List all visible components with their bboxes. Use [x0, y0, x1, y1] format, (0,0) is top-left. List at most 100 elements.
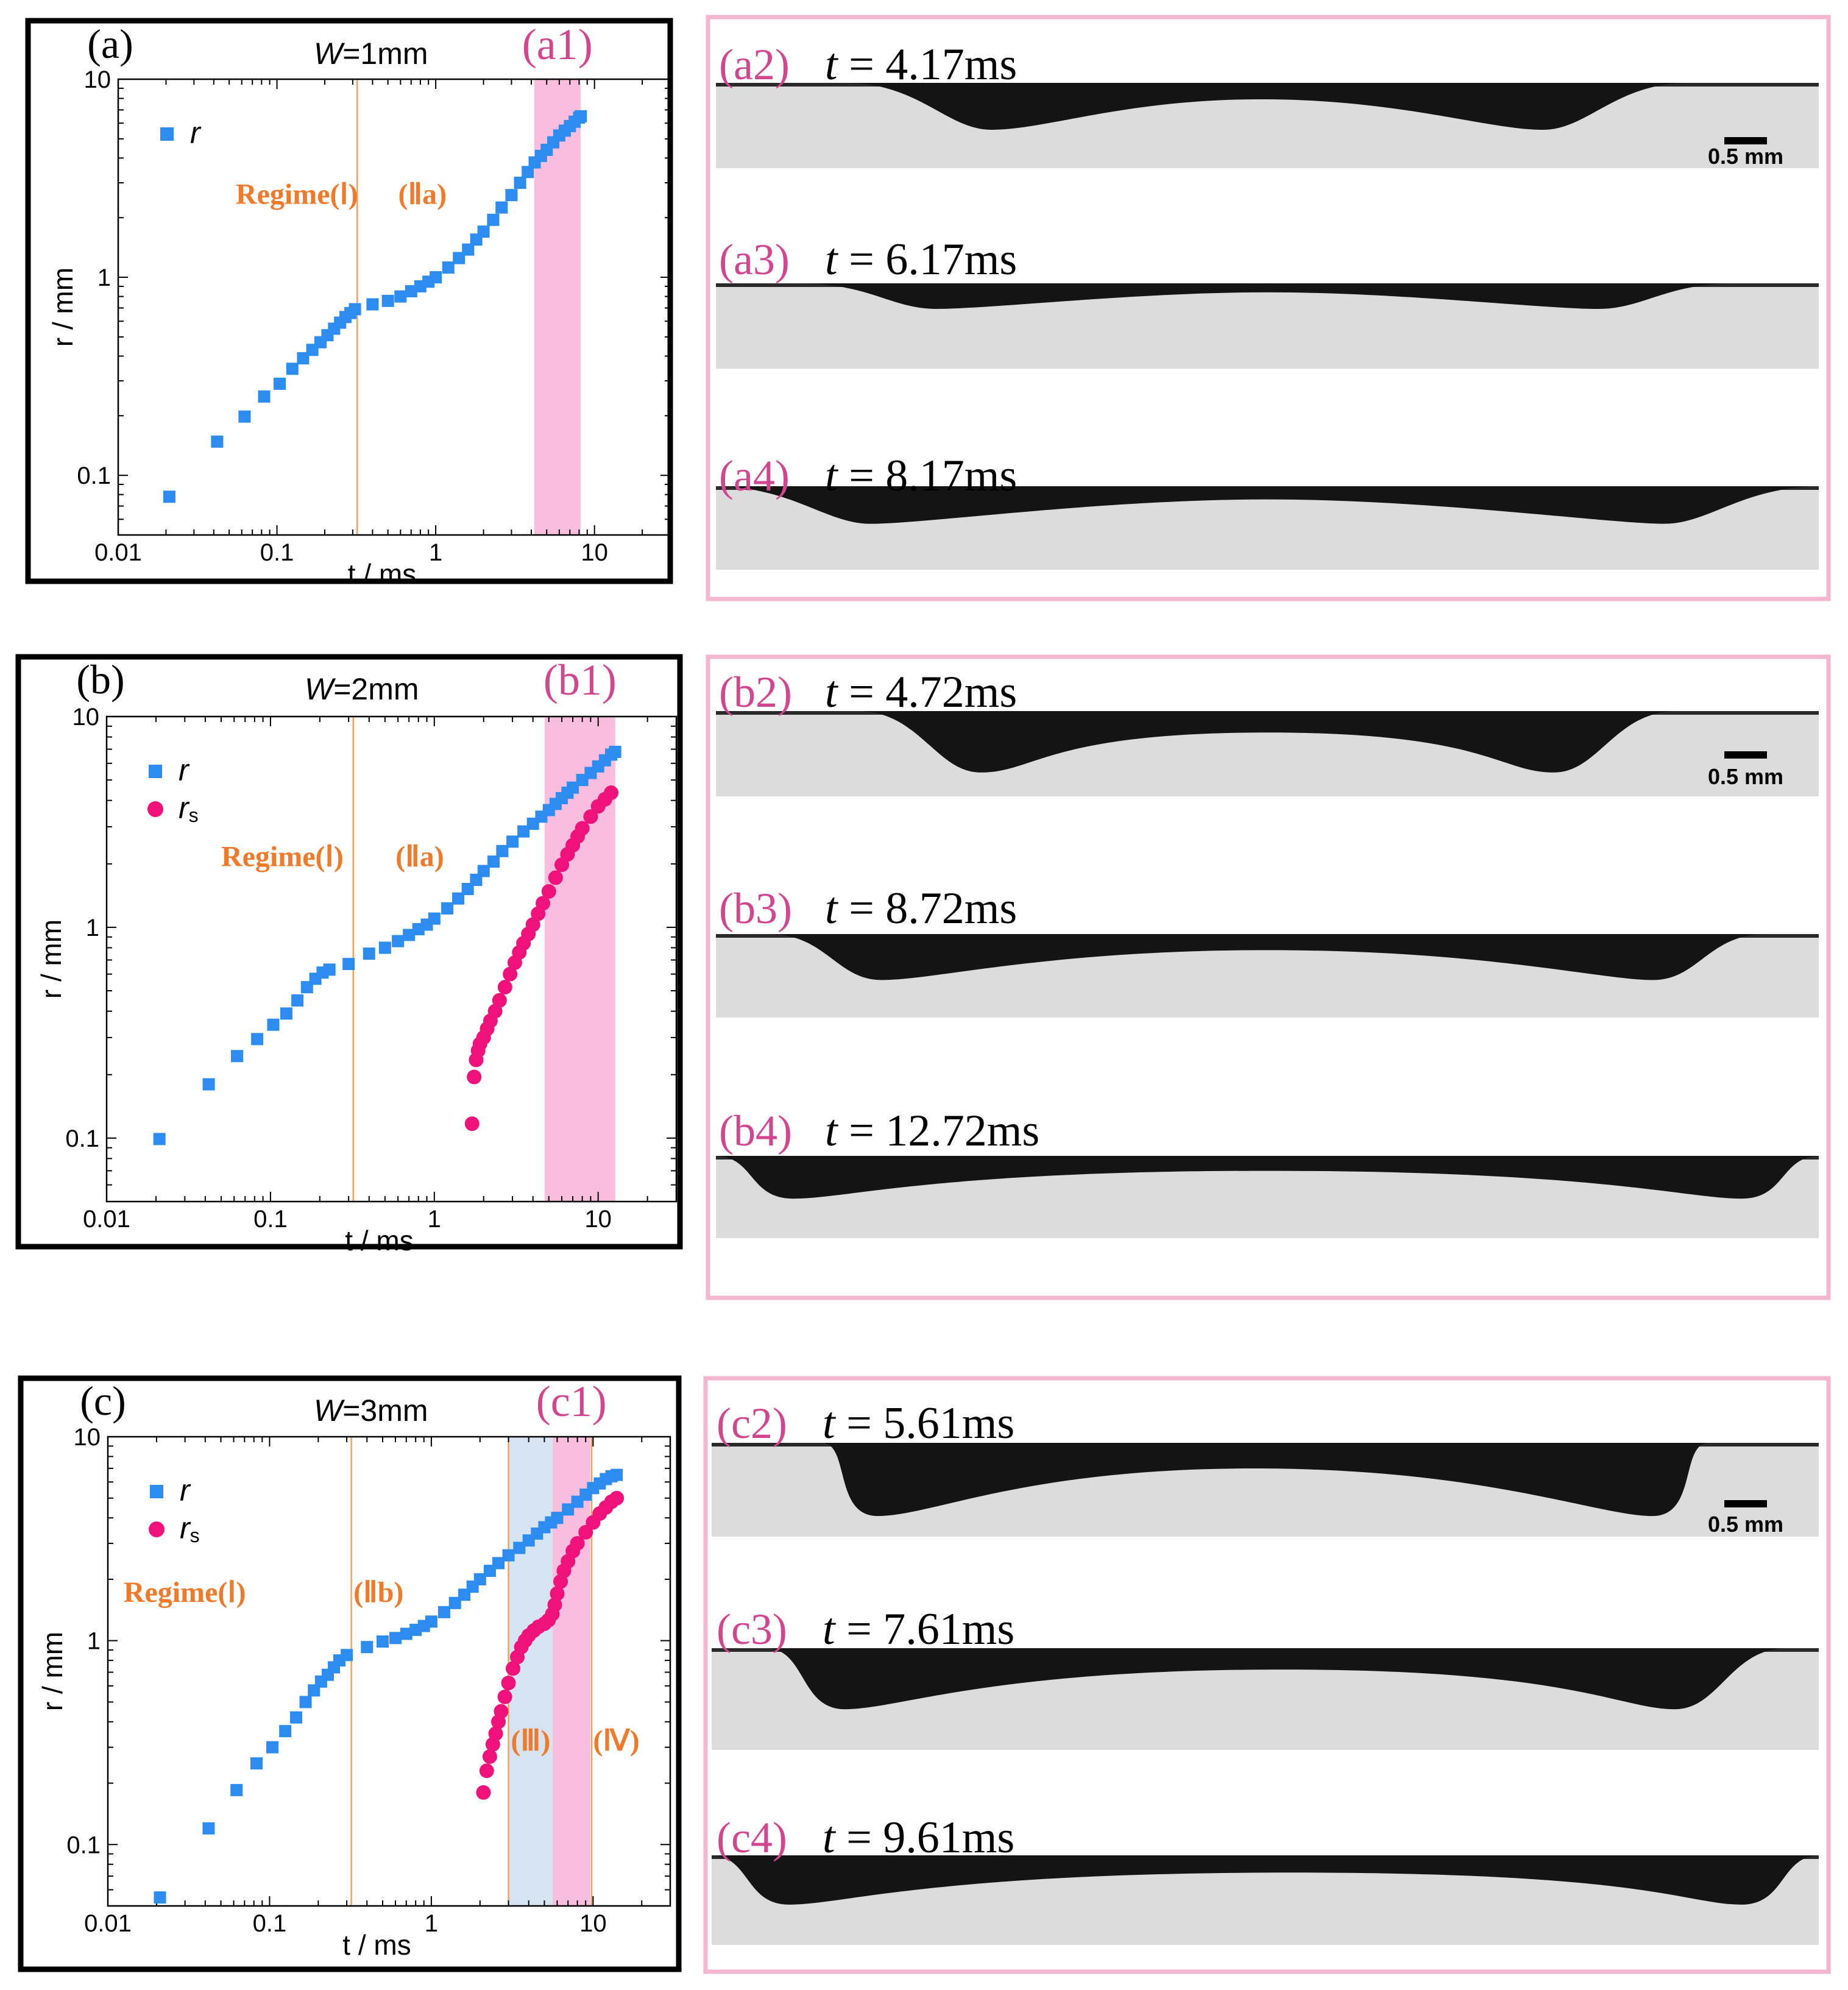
y-tick-label: 0.1	[65, 1125, 99, 1152]
x-tick-label: 0.01	[94, 539, 142, 566]
data-point-rs	[547, 1597, 562, 1612]
panel-label: (a)	[87, 21, 133, 67]
data-point-r	[405, 285, 417, 298]
time-variable: t	[823, 1398, 837, 1448]
data-point-r	[341, 1649, 353, 1662]
data-point-r	[575, 110, 587, 122]
data-point-r	[349, 303, 361, 316]
scale-bar	[1724, 1500, 1767, 1507]
data-point-r	[496, 845, 509, 857]
legend-marker-circle	[147, 801, 163, 817]
legend-marker-square	[160, 127, 174, 141]
data-point-r	[513, 1542, 526, 1554]
regime-label: Regime(Ⅰ)	[221, 841, 344, 873]
data-point-r	[202, 1822, 215, 1835]
photo-time-label: t = 8.72ms	[825, 883, 1017, 933]
photo-frame-label: (c3)	[717, 1605, 787, 1654]
data-point-r	[487, 213, 500, 226]
data-point-r	[448, 1596, 461, 1609]
regime-label: (Ⅱb)	[353, 1576, 403, 1609]
title-variable: W	[305, 672, 336, 706]
droplet-silhouette	[712, 1855, 1819, 1905]
photo-time-label: t = 9.61ms	[823, 1813, 1014, 1863]
time-variable: t	[825, 1106, 839, 1156]
chart-panel-b: 0.01 0.1 1 10 0.1 1 10 t / ms r / mm (b) W=2mm (b1)…	[15, 654, 683, 1256]
plot-axes-box	[105, 715, 678, 1203]
data-point-r	[381, 294, 394, 307]
legend-label: r	[180, 1473, 191, 1507]
y-tick-label: 1	[97, 264, 111, 291]
photo-time-label: t = 4.72ms	[825, 667, 1017, 717]
data-point-rs	[497, 980, 512, 995]
x-tick-label: 10	[579, 1910, 607, 1937]
data-point-r	[251, 1033, 264, 1046]
chart-panel-c: 0.01 0.1 1 10 0.1 1 10 t / ms r / mm (c) W=3mm (c1)…	[18, 1375, 682, 1972]
data-point-r	[502, 1549, 515, 1562]
panel-label: (c)	[80, 1378, 126, 1424]
data-point-r	[611, 1468, 623, 1481]
data-point-r	[291, 994, 304, 1007]
regime-label: (Ⅲ)	[511, 1725, 550, 1757]
regime-label: (Ⅳ)	[593, 1725, 639, 1757]
data-point-r	[430, 271, 442, 284]
legend-label: rs	[180, 1511, 200, 1546]
legend-name: r	[179, 753, 190, 787]
legend-label: r	[190, 116, 202, 150]
band-label: (b1)	[543, 656, 617, 704]
data-point-rs	[525, 917, 540, 932]
legend: r	[160, 116, 202, 150]
data-point-r	[487, 855, 500, 868]
data-point-r	[452, 892, 465, 905]
data-point-r	[441, 902, 454, 915]
photo-frame-label: (a4)	[719, 451, 790, 500]
photo-time-label: t = 6.17ms	[825, 235, 1017, 285]
y-tick-label: 0.1	[66, 1832, 101, 1858]
data-point-r	[280, 1007, 292, 1020]
regime-label: (Ⅱa)	[395, 841, 444, 873]
title-variable: W	[314, 1393, 345, 1428]
series-r	[154, 1468, 623, 1904]
legend-label: r	[179, 753, 190, 787]
data-point-r	[323, 963, 336, 976]
droplet-silhouette	[766, 1648, 1786, 1710]
legend-name: r	[179, 791, 190, 825]
x-tick-label: 0.01	[83, 1206, 130, 1233]
legend-subscript: s	[189, 804, 199, 826]
data-point-r	[428, 912, 441, 925]
droplet-silhouette	[804, 283, 1731, 309]
x-axis-label: t / ms	[348, 558, 416, 590]
data-point-r	[366, 298, 379, 311]
time-variable: t	[825, 883, 839, 933]
photo-panel-c: (c2) t = 5.61ms (c3) t = 7.61ms (c4) t = 9.61…	[703, 1376, 1831, 1974]
chart-panel-a: 0.01 0.1 1 10 0.1 1 10 t / ms r / mm (a) W=1mm (a1)…	[25, 18, 673, 590]
legend-name: r	[180, 1511, 191, 1545]
data-point-r	[495, 201, 508, 214]
droplet-silhouette	[771, 934, 1764, 980]
data-point-rs	[479, 1763, 494, 1779]
time-value: = 8.17ms	[838, 451, 1018, 501]
data-point-r	[567, 781, 579, 794]
data-point-r	[403, 929, 416, 941]
data-point-r	[238, 410, 251, 423]
data-point-r	[290, 1711, 303, 1724]
photo-frame-label: (c2)	[717, 1399, 787, 1448]
time-value: = 8.72ms	[838, 883, 1018, 933]
chart-title: W=2mm	[305, 672, 419, 706]
photo-frame-label: (b4)	[719, 1107, 792, 1155]
photo-time-label: t = 8.17ms	[825, 451, 1017, 501]
data-point-rs	[488, 1726, 503, 1741]
chart-title: W=3mm	[314, 1393, 428, 1428]
data-point-rs	[541, 884, 556, 899]
data-point-r	[389, 1632, 402, 1645]
plot-axes-box	[107, 1436, 671, 1907]
series-r	[163, 110, 587, 503]
data-point-rs	[464, 1116, 480, 1131]
data-point-r	[442, 261, 455, 274]
data-point-r	[231, 1050, 244, 1063]
time-variable: t	[825, 451, 839, 501]
data-point-r	[376, 1635, 389, 1648]
y-tick-label: 1	[87, 1628, 101, 1655]
time-value: = 4.17ms	[838, 40, 1018, 90]
y-tick-label: 1	[86, 915, 99, 941]
legend-marker-square	[150, 1485, 163, 1498]
